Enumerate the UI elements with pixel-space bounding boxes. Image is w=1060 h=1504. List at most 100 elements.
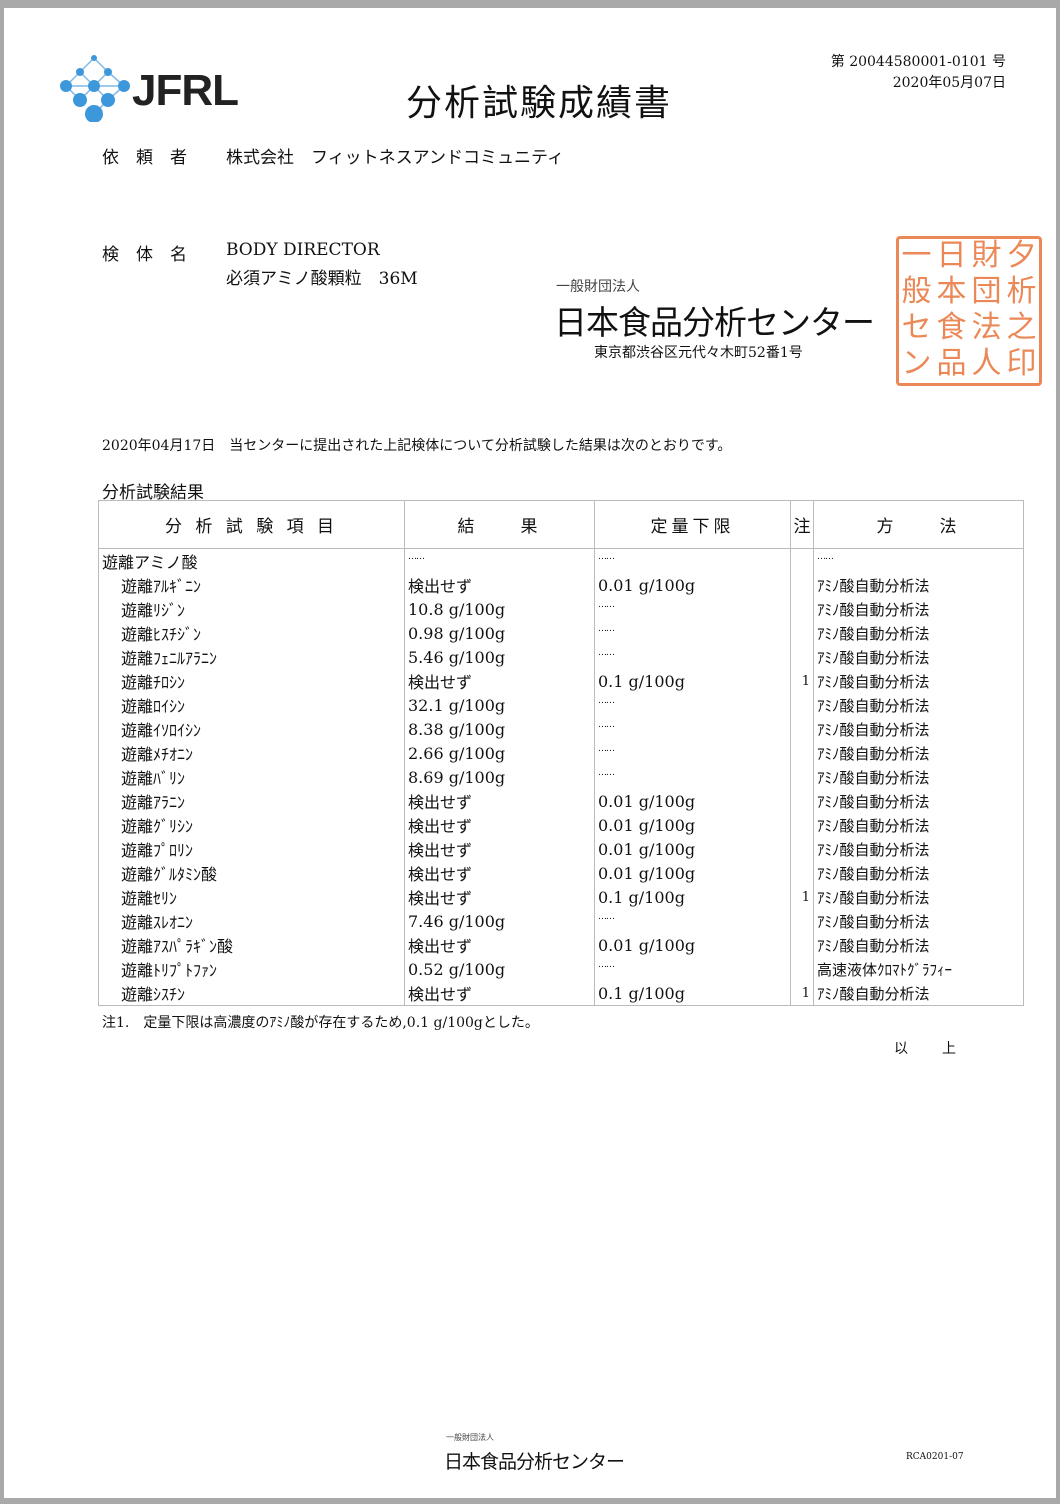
row-method: ｱﾐﾉ酸自動分析法 xyxy=(817,696,930,715)
row-result: 検出せず xyxy=(408,937,473,956)
row-result: 0.98 g/100g xyxy=(408,623,506,643)
jfrl-logo-icon xyxy=(60,55,130,122)
issuer-prefix: 一般財団法人 xyxy=(556,279,640,295)
table-row: 遊離ｲｿﾛｲｼﾝ 8.38 g/100g …… ｱﾐﾉ酸自動分析法 xyxy=(98,717,1024,741)
row-limit: 0.01 g/100g xyxy=(598,791,696,811)
table-row: 遊離ｱｽﾊﾟﾗｷﾞﾝ酸 検出せず 0.01 g/100g ｱﾐﾉ酸自動分析法 xyxy=(98,933,1024,957)
table-row: 遊離ﾁﾛｼﾝ 検出せず 0.1 g/100g 1 ｱﾐﾉ酸自動分析法 xyxy=(98,669,1024,693)
table-row: 遊離ﾌｪﾆﾙｱﾗﾆﾝ 5.46 g/100g …… ｱﾐﾉ酸自動分析法 xyxy=(98,645,1024,669)
row-limit: …… xyxy=(598,695,615,706)
table-row: 遊離ｸﾞﾙﾀﾐﾝ酸 検出せず 0.01 g/100g ｱﾐﾉ酸自動分析法 xyxy=(98,861,1024,885)
row-item: 遊離ｸﾞﾘｼﾝ xyxy=(121,817,194,836)
table-row-category: 遊離アミノ酸 …… …… …… xyxy=(98,548,1024,573)
row-result: 0.52 g/100g xyxy=(408,959,506,979)
row-method: ｱﾐﾉ酸自動分析法 xyxy=(817,984,930,1003)
row-limit: 0.1 g/100g xyxy=(598,887,685,907)
row-item: 遊離ｱｽﾊﾟﾗｷﾞﾝ酸 xyxy=(121,937,234,956)
row-note: 1 xyxy=(801,985,810,1001)
table-row: 遊離ﾛｲｼﾝ 32.1 g/100g …… ｱﾐﾉ酸自動分析法 xyxy=(98,693,1024,717)
category-result: …… xyxy=(408,551,425,562)
closing-text: 以 上 xyxy=(894,1041,958,1057)
row-result: 検出せず xyxy=(408,985,473,1004)
client-label: 依 頼 者 xyxy=(102,148,187,168)
row-result: 32.1 g/100g xyxy=(408,695,506,715)
row-result: 検出せず xyxy=(408,889,473,908)
table-row: 遊離ｼｽﾁﾝ 検出せず 0.1 g/100g 1 ｱﾐﾉ酸自動分析法 xyxy=(98,981,1024,1006)
table-row: 遊離ｱﾗﾆﾝ 検出せず 0.01 g/100g ｱﾐﾉ酸自動分析法 xyxy=(98,789,1024,813)
row-limit: …… xyxy=(598,599,615,610)
row-item: 遊離ﾒﾁｵﾆﾝ xyxy=(121,745,194,764)
row-limit: 0.01 g/100g xyxy=(598,839,696,859)
results-table: 分 析 試 験 項 目 結 果 定量下限 注 方 法 遊離アミノ酸 …… …… … xyxy=(98,500,1024,1006)
header-result: 結 果 xyxy=(404,500,595,549)
row-result: 2.66 g/100g xyxy=(408,743,506,763)
issuer-address: 東京都渋谷区元代々木町52番1号 xyxy=(594,345,803,361)
table-header-row: 分 析 試 験 項 目 結 果 定量下限 注 方 法 xyxy=(98,500,1024,549)
row-method: ｱﾐﾉ酸自動分析法 xyxy=(817,792,930,811)
row-method: ｱﾐﾉ酸自動分析法 xyxy=(817,912,930,931)
row-item: 遊離ﾄﾘﾌﾟﾄﾌｧﾝ xyxy=(121,961,218,980)
row-method: ｱﾐﾉ酸自動分析法 xyxy=(817,936,930,955)
footer-issuer: 日本食品分析センター xyxy=(444,1451,625,1473)
document-title: 分析試験成績書 xyxy=(406,83,673,124)
row-result: 検出せず xyxy=(408,577,473,596)
row-item: 遊離ﾌｪﾆﾙｱﾗﾆﾝ xyxy=(121,649,218,668)
row-limit: 0.1 g/100g xyxy=(598,671,685,691)
row-result: 7.46 g/100g xyxy=(408,911,506,931)
row-method: ｱﾐﾉ酸自動分析法 xyxy=(817,840,930,859)
table-row: 遊離ｱﾙｷﾞﾆﾝ 検出せず 0.01 g/100g ｱﾐﾉ酸自動分析法 xyxy=(98,573,1024,597)
row-result: 10.8 g/100g xyxy=(408,599,506,619)
header-note: 注 xyxy=(790,500,814,549)
row-method: 高速液体ｸﾛﾏﾄｸﾞﾗﾌｨｰ xyxy=(817,960,953,979)
row-method: ｱﾐﾉ酸自動分析法 xyxy=(817,816,930,835)
row-item: 遊離ｸﾞﾙﾀﾐﾝ酸 xyxy=(121,865,218,884)
table-row: 遊離ﾒﾁｵﾆﾝ 2.66 g/100g …… ｱﾐﾉ酸自動分析法 xyxy=(98,741,1024,765)
row-item: 遊離ﾊﾞﾘﾝ xyxy=(121,769,186,788)
table-row: 遊離ﾄﾘﾌﾟﾄﾌｧﾝ 0.52 g/100g …… 高速液体ｸﾛﾏﾄｸﾞﾗﾌｨｰ xyxy=(98,957,1024,981)
row-note: 1 xyxy=(801,673,810,689)
report-date: 2020年05月07日 xyxy=(892,75,1006,91)
row-limit: 0.01 g/100g xyxy=(598,575,696,595)
row-item: 遊離ｱﾗﾆﾝ xyxy=(121,793,186,812)
row-result: 8.69 g/100g xyxy=(408,767,506,787)
row-item: 遊離ｼｽﾁﾝ xyxy=(121,985,186,1004)
row-item: 遊離ﾁﾛｼﾝ xyxy=(121,673,186,692)
client-name: 株式会社 フィットネスアンドコミュニティ xyxy=(226,148,564,168)
row-limit: …… xyxy=(598,719,615,730)
report-number: 第 20044580001-0101 号 xyxy=(830,54,1006,70)
row-item: 遊離ｲｿﾛｲｼﾝ xyxy=(121,721,202,740)
sample-name-line1: BODY DIRECTOR xyxy=(226,240,380,260)
footer-form-code: RCA0201-07 xyxy=(906,1452,964,1462)
row-method: ｱﾐﾉ酸自動分析法 xyxy=(817,864,930,883)
row-method: ｱﾐﾉ酸自動分析法 xyxy=(817,744,930,763)
row-result: 検出せず xyxy=(408,841,473,860)
row-method: ｱﾐﾉ酸自動分析法 xyxy=(817,888,930,907)
jfrl-logo-text: JFRL xyxy=(132,66,239,115)
results-title: 分析試験結果 xyxy=(102,483,204,503)
category-limit: …… xyxy=(598,551,615,562)
table-row: 遊離ﾊﾞﾘﾝ 8.69 g/100g …… ｱﾐﾉ酸自動分析法 xyxy=(98,765,1024,789)
sample-label: 検 体 名 xyxy=(102,245,187,265)
row-limit: 0.1 g/100g xyxy=(598,983,685,1003)
row-method: ｱﾐﾉ酸自動分析法 xyxy=(817,648,930,667)
row-method: ｱﾐﾉ酸自動分析法 xyxy=(817,576,930,595)
row-item: 遊離ﾛｲｼﾝ xyxy=(121,697,186,716)
table-row: 遊離ﾋｽﾁｼﾞﾝ 0.98 g/100g …… ｱﾐﾉ酸自動分析法 xyxy=(98,621,1024,645)
category-item: 遊離アミノ酸 xyxy=(98,548,405,573)
row-item: 遊離ﾌﾟﾛﾘﾝ xyxy=(121,841,194,860)
table-row: 遊離ﾌﾟﾛﾘﾝ 検出せず 0.01 g/100g ｱﾐﾉ酸自動分析法 xyxy=(98,837,1024,861)
row-limit: …… xyxy=(598,911,615,922)
row-method: ｱﾐﾉ酸自動分析法 xyxy=(817,672,930,691)
table-row: 遊離ｾﾘﾝ 検出せず 0.1 g/100g 1 ｱﾐﾉ酸自動分析法 xyxy=(98,885,1024,909)
row-result: 検出せず xyxy=(408,793,473,812)
row-item: 遊離ｽﾚｵﾆﾝ xyxy=(121,913,194,932)
issuer-name: 日本食品分析センター xyxy=(554,303,875,342)
header-item: 分 析 試 験 項 目 xyxy=(98,500,405,549)
row-item: 遊離ﾋｽﾁｼﾞﾝ xyxy=(121,625,202,644)
row-result: 検出せず xyxy=(408,865,473,884)
row-method: ｱﾐﾉ酸自動分析法 xyxy=(817,720,930,739)
row-result: 検出せず xyxy=(408,817,473,836)
row-note: 1 xyxy=(801,889,810,905)
row-result: 検出せず xyxy=(408,673,473,692)
row-limit: 0.01 g/100g xyxy=(598,935,696,955)
